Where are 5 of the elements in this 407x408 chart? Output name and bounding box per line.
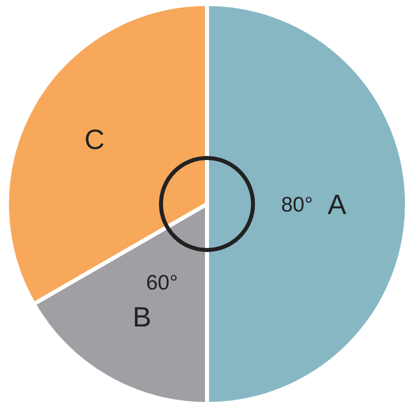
slice-label: B [132,301,152,332]
text: 60° [146,271,178,294]
text: 80° [281,193,313,216]
slice-label: A [328,188,347,220]
slice-label: C [84,124,105,155]
